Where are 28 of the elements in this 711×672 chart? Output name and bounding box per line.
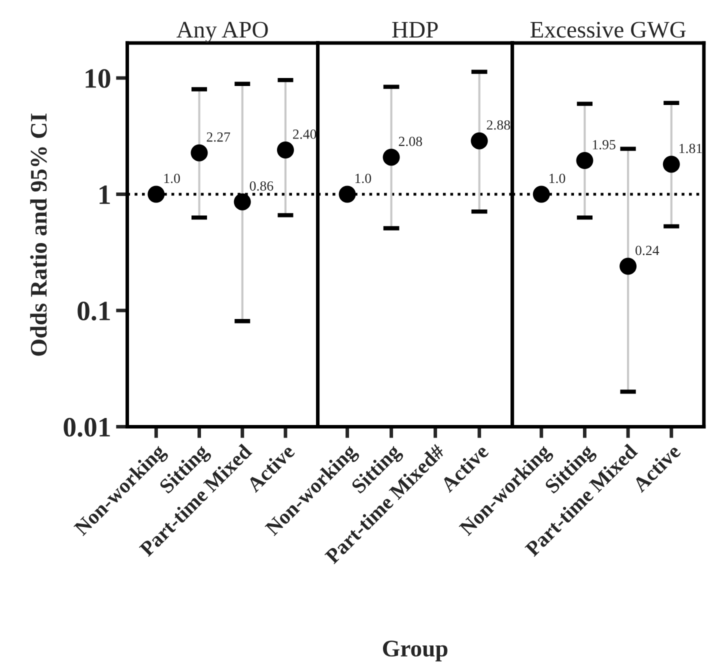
data-label: 1.95 bbox=[592, 140, 616, 150]
y-tick-label: 0.1 bbox=[78, 302, 110, 321]
data-label: 1.81 bbox=[680, 144, 702, 154]
point bbox=[662, 156, 680, 173]
point bbox=[576, 152, 594, 170]
data-label: 2.40 bbox=[293, 130, 316, 139]
point bbox=[190, 144, 208, 162]
point bbox=[276, 142, 294, 159]
data-label: 0.24 bbox=[636, 246, 660, 256]
y-tick-label: 0.01 bbox=[64, 418, 110, 437]
chart-title: Any APO bbox=[176, 22, 268, 43]
data-label: 2.27 bbox=[206, 132, 230, 142]
data-label: 2.08 bbox=[398, 136, 422, 146]
data-label: 1.0 bbox=[550, 174, 566, 184]
y-tick-label: 1 bbox=[100, 186, 110, 204]
point bbox=[532, 186, 550, 203]
data-label: 1.0 bbox=[355, 174, 372, 184]
x-axis-title: Group bbox=[382, 640, 448, 662]
chart-title: HDP bbox=[392, 22, 438, 38]
point bbox=[620, 258, 637, 275]
y-axis-title: Odds Ratio and 95% CI bbox=[30, 114, 47, 356]
point bbox=[148, 186, 165, 203]
data-label: 0.86 bbox=[250, 181, 274, 191]
y-tick-label: 10 bbox=[86, 69, 110, 88]
chart-title: Excessive GWG bbox=[530, 22, 686, 38]
data-label: 2.88 bbox=[486, 120, 510, 130]
data-label: 1.0 bbox=[164, 174, 180, 184]
point bbox=[234, 193, 251, 210]
